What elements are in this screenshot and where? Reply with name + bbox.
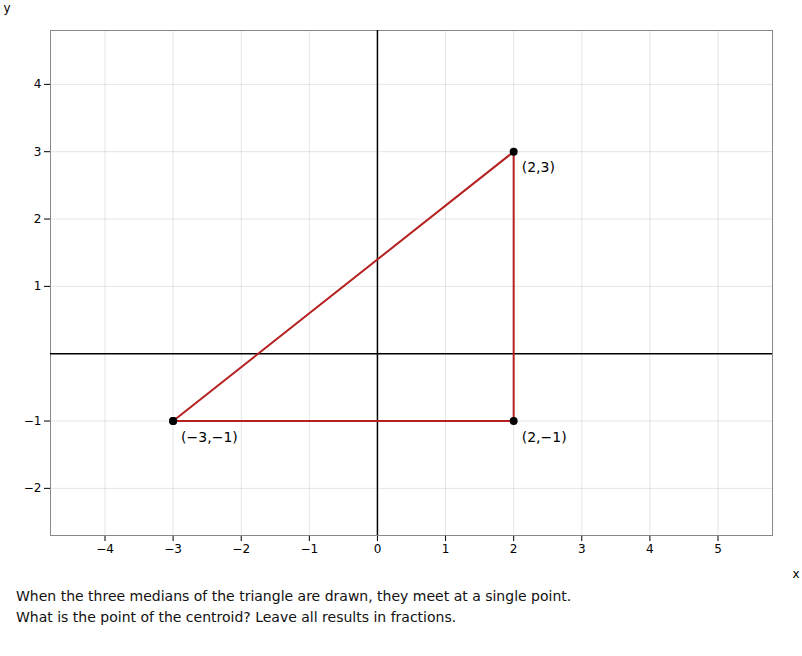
svg-text:(−3,−1): (−3,−1) <box>181 429 238 445</box>
html-text:What is the point of the centr: What is the point of the centroid? Leave… <box>16 609 457 625</box>
svg-text:5: 5 <box>714 542 722 556</box>
svg-text:2: 2 <box>510 542 518 556</box>
svg-text:−4: −4 <box>96 542 114 556</box>
svg-text:(2,3): (2,3) <box>522 159 555 175</box>
svg-text:−1: −1 <box>300 542 318 556</box>
svg-text:−3: −3 <box>164 542 182 556</box>
svg-text:0: 0 <box>374 542 382 556</box>
svg-text:2: 2 <box>34 212 42 226</box>
svg-text:4: 4 <box>646 542 654 556</box>
svg-text:y: y <box>4 1 11 15</box>
svg-text:1: 1 <box>442 542 450 556</box>
svg-text:−2: −2 <box>24 481 42 495</box>
svg-text:x: x <box>792 567 799 581</box>
svg-text:3: 3 <box>578 542 586 556</box>
html-text:When the three medians of the: When the three medians of the triangle a… <box>16 588 572 604</box>
svg-text:3: 3 <box>34 145 42 159</box>
svg-text:−2: −2 <box>232 542 250 556</box>
svg-text:4: 4 <box>34 77 42 91</box>
svg-text:−1: −1 <box>24 414 42 428</box>
svg-text:1: 1 <box>34 279 42 293</box>
svg-text:(2,−1): (2,−1) <box>522 429 567 445</box>
